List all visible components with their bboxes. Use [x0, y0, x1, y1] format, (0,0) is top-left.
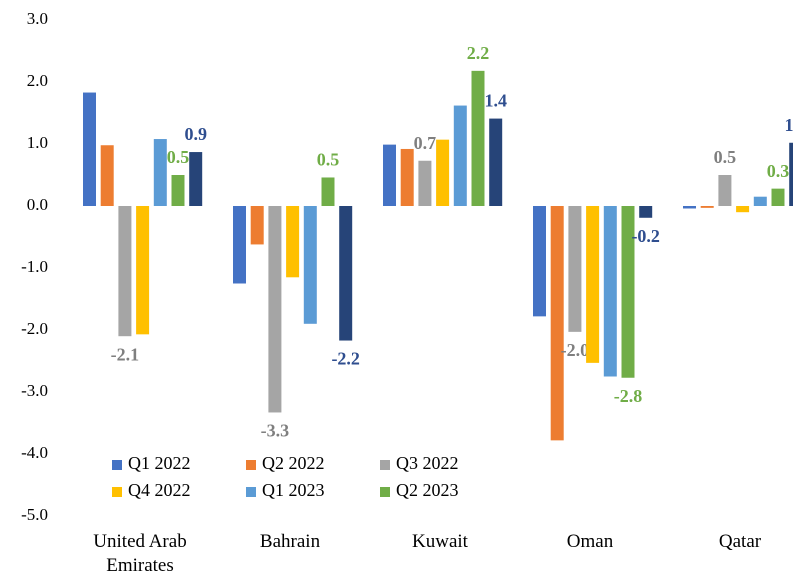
legend-swatch [246, 487, 256, 497]
legend-label: Q1 2022 [128, 453, 191, 473]
x-tick-label: Bahrain [259, 531, 321, 552]
data-label: 1.0 [784, 115, 793, 135]
data-label: 2.2 [467, 43, 490, 63]
bar [603, 206, 617, 377]
data-label: 0.5 [714, 147, 737, 167]
y-tick-label: -5.0 [21, 505, 48, 524]
bar [771, 188, 785, 206]
bar [383, 144, 396, 206]
bar [789, 142, 793, 206]
bar [471, 70, 485, 206]
x-tick-label: Qatar [718, 531, 762, 552]
data-label: 0.5 [317, 150, 340, 170]
legend-label: Q3 2022 [396, 453, 459, 473]
data-label: -2.2 [331, 349, 360, 369]
data-label: 1.4 [484, 91, 507, 111]
y-tick-label: -2.0 [21, 319, 48, 338]
bar [321, 177, 335, 206]
bar [753, 196, 767, 206]
data-label: 0.9 [184, 124, 207, 144]
bar [153, 139, 167, 206]
bar [286, 206, 300, 278]
y-tick-label: -3.0 [21, 381, 48, 400]
y-tick-label: 2.0 [27, 71, 48, 90]
data-label: 0.3 [767, 161, 790, 181]
legend-label: Q2 2022 [262, 453, 325, 473]
y-tick-label: -4.0 [21, 443, 48, 462]
x-tick-label: Oman [566, 531, 614, 552]
legend-swatch [112, 460, 122, 470]
legend-label: Q2 2023 [396, 480, 459, 500]
y-tick-label: 0.0 [27, 195, 48, 214]
data-label: -3.3 [261, 421, 290, 441]
legend-swatch [112, 487, 122, 497]
bar [586, 206, 600, 363]
bar [533, 206, 546, 317]
data-label: 0.7 [414, 133, 437, 153]
legend-label: Q1 2023 [262, 480, 325, 500]
data-label: 0.5 [167, 147, 190, 167]
bar [453, 105, 467, 206]
bar [339, 206, 353, 341]
x-tick-label: United Arab Emirates [93, 531, 187, 576]
bar [418, 160, 432, 206]
bar [683, 206, 696, 209]
bar [233, 206, 246, 284]
bar [268, 206, 282, 413]
bar [250, 206, 264, 245]
data-label: -2.8 [614, 386, 643, 406]
bar [489, 118, 503, 206]
y-tick-label: -1.0 [21, 257, 48, 276]
y-tick-label: 3.0 [27, 9, 48, 28]
bar [568, 206, 582, 332]
bar [171, 175, 185, 206]
x-tick-label: Kuwait [412, 531, 468, 552]
bar [100, 145, 114, 206]
bar [303, 206, 317, 324]
data-label: -0.2 [631, 226, 660, 246]
legend-label: Q4 2022 [128, 480, 191, 500]
bar [639, 206, 653, 218]
bar [136, 206, 150, 335]
bar [83, 92, 96, 206]
bar [118, 206, 132, 337]
bar [189, 152, 203, 206]
bar [621, 206, 635, 378]
y-tick-label: 1.0 [27, 133, 48, 152]
data-label: -2.1 [111, 344, 140, 364]
bar [436, 139, 450, 206]
bar [400, 148, 414, 206]
legend-swatch [246, 460, 256, 470]
bar [550, 206, 564, 441]
bar [718, 175, 732, 206]
legend-swatch [380, 460, 390, 470]
bar [736, 206, 750, 213]
legend-swatch [380, 487, 390, 497]
data-label: -2.0 [561, 340, 590, 360]
bar [700, 206, 714, 208]
